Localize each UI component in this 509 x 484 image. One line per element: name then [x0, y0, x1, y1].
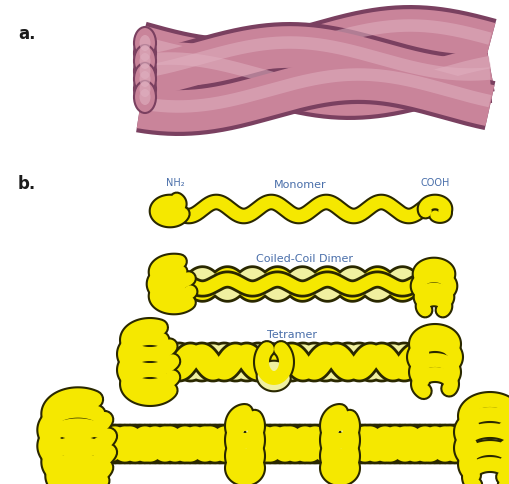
Text: Coiled-Coil Dimer: Coiled-Coil Dimer [256, 254, 353, 263]
Text: Tetramer: Tetramer [267, 329, 317, 339]
Ellipse shape [139, 46, 150, 62]
Ellipse shape [139, 82, 150, 98]
Ellipse shape [134, 28, 156, 60]
Ellipse shape [139, 72, 150, 88]
Ellipse shape [134, 56, 156, 88]
Ellipse shape [134, 74, 156, 106]
Ellipse shape [139, 90, 150, 106]
Ellipse shape [134, 64, 156, 96]
Ellipse shape [139, 36, 150, 52]
Text: NH₂: NH₂ [165, 178, 184, 188]
Text: Monomer: Monomer [273, 180, 326, 190]
Text: a.: a. [18, 25, 36, 43]
Ellipse shape [134, 82, 156, 114]
Ellipse shape [134, 38, 156, 70]
Ellipse shape [139, 64, 150, 80]
Ellipse shape [139, 54, 150, 70]
Ellipse shape [134, 46, 156, 78]
Text: b.: b. [18, 175, 36, 193]
Text: COOH: COOH [419, 178, 449, 188]
